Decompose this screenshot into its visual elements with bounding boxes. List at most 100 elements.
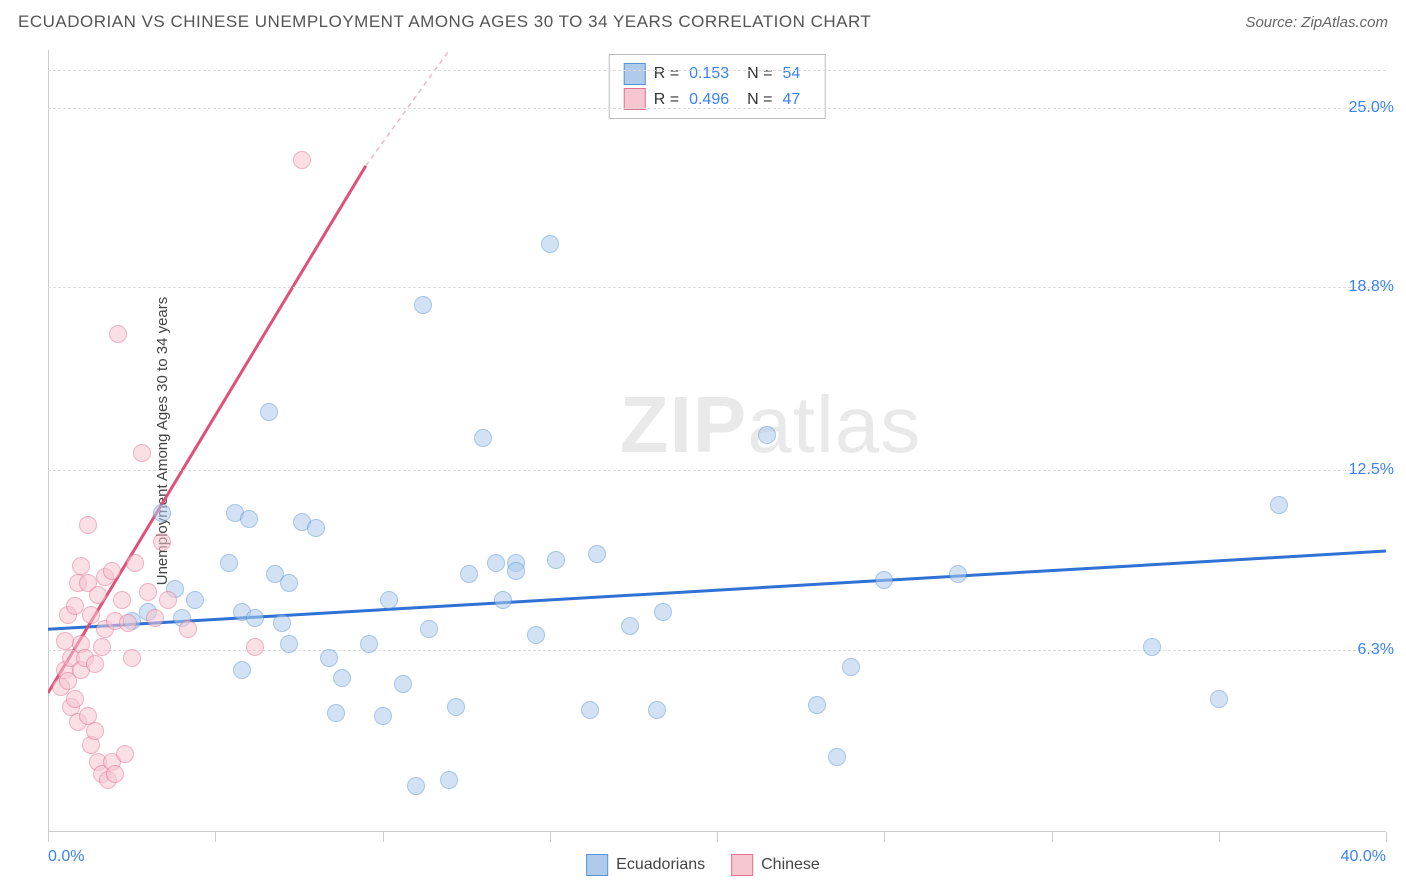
stats-legend-row: R = 0.153 N = 54 [624, 61, 811, 87]
scatter-point [93, 638, 111, 656]
scatter-point [394, 675, 412, 693]
scatter-point [440, 771, 458, 789]
scatter-point [103, 562, 121, 580]
scatter-point [374, 707, 392, 725]
chart-area: Unemployment Among Ages 30 to 34 years Z… [48, 50, 1386, 832]
scatter-point [447, 698, 465, 716]
legend-swatch [624, 63, 646, 85]
scatter-point [621, 617, 639, 635]
scatter-point [260, 403, 278, 421]
y-tick-label: 6.3% [1358, 641, 1394, 659]
scatter-point [146, 609, 164, 627]
scatter-point [588, 545, 606, 563]
scatter-point [82, 606, 100, 624]
scatter-point [106, 765, 124, 783]
scatter-point [828, 748, 846, 766]
y-gridline [48, 108, 1386, 109]
scatter-point [842, 658, 860, 676]
x-tick [884, 832, 885, 842]
scatter-point [66, 690, 84, 708]
scatter-point [56, 632, 74, 650]
scatter-point [420, 620, 438, 638]
y-gridline [48, 470, 1386, 471]
scatter-point [280, 574, 298, 592]
scatter-point [220, 554, 238, 572]
scatter-point [246, 609, 264, 627]
scatter-point [72, 557, 90, 575]
scatter-point [527, 626, 545, 644]
scatter-point [139, 583, 157, 601]
scatter-point [808, 696, 826, 714]
scatter-point [240, 510, 258, 528]
scatter-point [86, 722, 104, 740]
scatter-point [123, 649, 141, 667]
scatter-point [113, 591, 131, 609]
scatter-point [133, 444, 151, 462]
scatter-point [79, 516, 97, 534]
legend-swatch [586, 854, 608, 876]
scatter-point [507, 562, 525, 580]
x-tick [1052, 832, 1053, 842]
plot-svg [48, 50, 1386, 832]
chart-title: ECUADORIAN VS CHINESE UNEMPLOYMENT AMONG… [18, 12, 871, 32]
y-gridline [48, 287, 1386, 288]
x-tick [1386, 832, 1387, 842]
r-label: R = [654, 61, 679, 87]
stats-legend: R = 0.153 N = 54 R = 0.496 N = 47 [609, 54, 826, 119]
n-value: 54 [782, 61, 800, 87]
y-tick-label: 25.0% [1349, 99, 1394, 117]
scatter-point [654, 603, 672, 621]
scatter-point [186, 591, 204, 609]
scatter-point [126, 554, 144, 572]
x-tick [48, 832, 49, 842]
scatter-point [407, 777, 425, 795]
x-tick-label: 0.0% [48, 848, 84, 866]
scatter-point [487, 554, 505, 572]
y-tick-label: 12.5% [1349, 461, 1394, 479]
scatter-point [273, 614, 291, 632]
scatter-point [116, 745, 134, 763]
x-tick [717, 832, 718, 842]
scatter-point [547, 551, 565, 569]
scatter-point [66, 597, 84, 615]
chart-header: ECUADORIAN VS CHINESE UNEMPLOYMENT AMONG… [18, 12, 1388, 32]
scatter-point [327, 704, 345, 722]
scatter-point [648, 701, 666, 719]
scatter-point [179, 620, 197, 638]
scatter-point [474, 429, 492, 447]
scatter-point [333, 669, 351, 687]
scatter-point [541, 235, 559, 253]
scatter-point [875, 571, 893, 589]
legend-label: Ecuadorians [616, 856, 705, 874]
scatter-point [758, 426, 776, 444]
y-tick-label: 18.8% [1349, 278, 1394, 296]
scatter-point [460, 565, 478, 583]
scatter-point [233, 661, 251, 679]
scatter-point [1143, 638, 1161, 656]
scatter-point [494, 591, 512, 609]
legend-item: Chinese [731, 854, 820, 876]
series-legend: Ecuadorians Chinese [586, 854, 820, 876]
scatter-point [153, 533, 171, 551]
legend-swatch [731, 854, 753, 876]
scatter-point [307, 519, 325, 537]
legend-item: Ecuadorians [586, 854, 705, 876]
x-tick [383, 832, 384, 842]
n-label: N = [747, 61, 772, 87]
scatter-point [119, 614, 137, 632]
scatter-point [280, 635, 298, 653]
scatter-point [1270, 496, 1288, 514]
x-tick-label: 40.0% [1341, 848, 1386, 866]
scatter-point [109, 325, 127, 343]
scatter-point [293, 151, 311, 169]
scatter-point [581, 701, 599, 719]
scatter-point [246, 638, 264, 656]
scatter-point [320, 649, 338, 667]
x-tick [215, 832, 216, 842]
r-value: 0.153 [689, 61, 729, 87]
scatter-point [360, 635, 378, 653]
chart-source: Source: ZipAtlas.com [1245, 14, 1388, 31]
y-gridline [48, 70, 1386, 71]
scatter-point [1210, 690, 1228, 708]
legend-label: Chinese [761, 856, 820, 874]
